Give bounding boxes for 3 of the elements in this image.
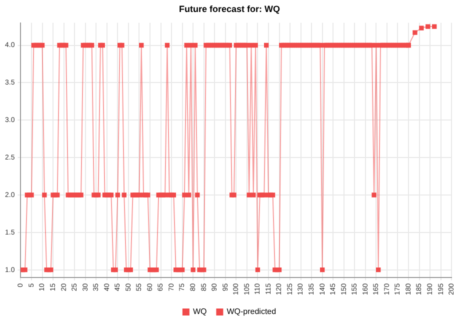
legend-label: WQ	[192, 307, 207, 316]
legend-label: WQ-predicted	[226, 307, 276, 316]
chart-title: Future forecast for: WQ	[178, 4, 280, 14]
